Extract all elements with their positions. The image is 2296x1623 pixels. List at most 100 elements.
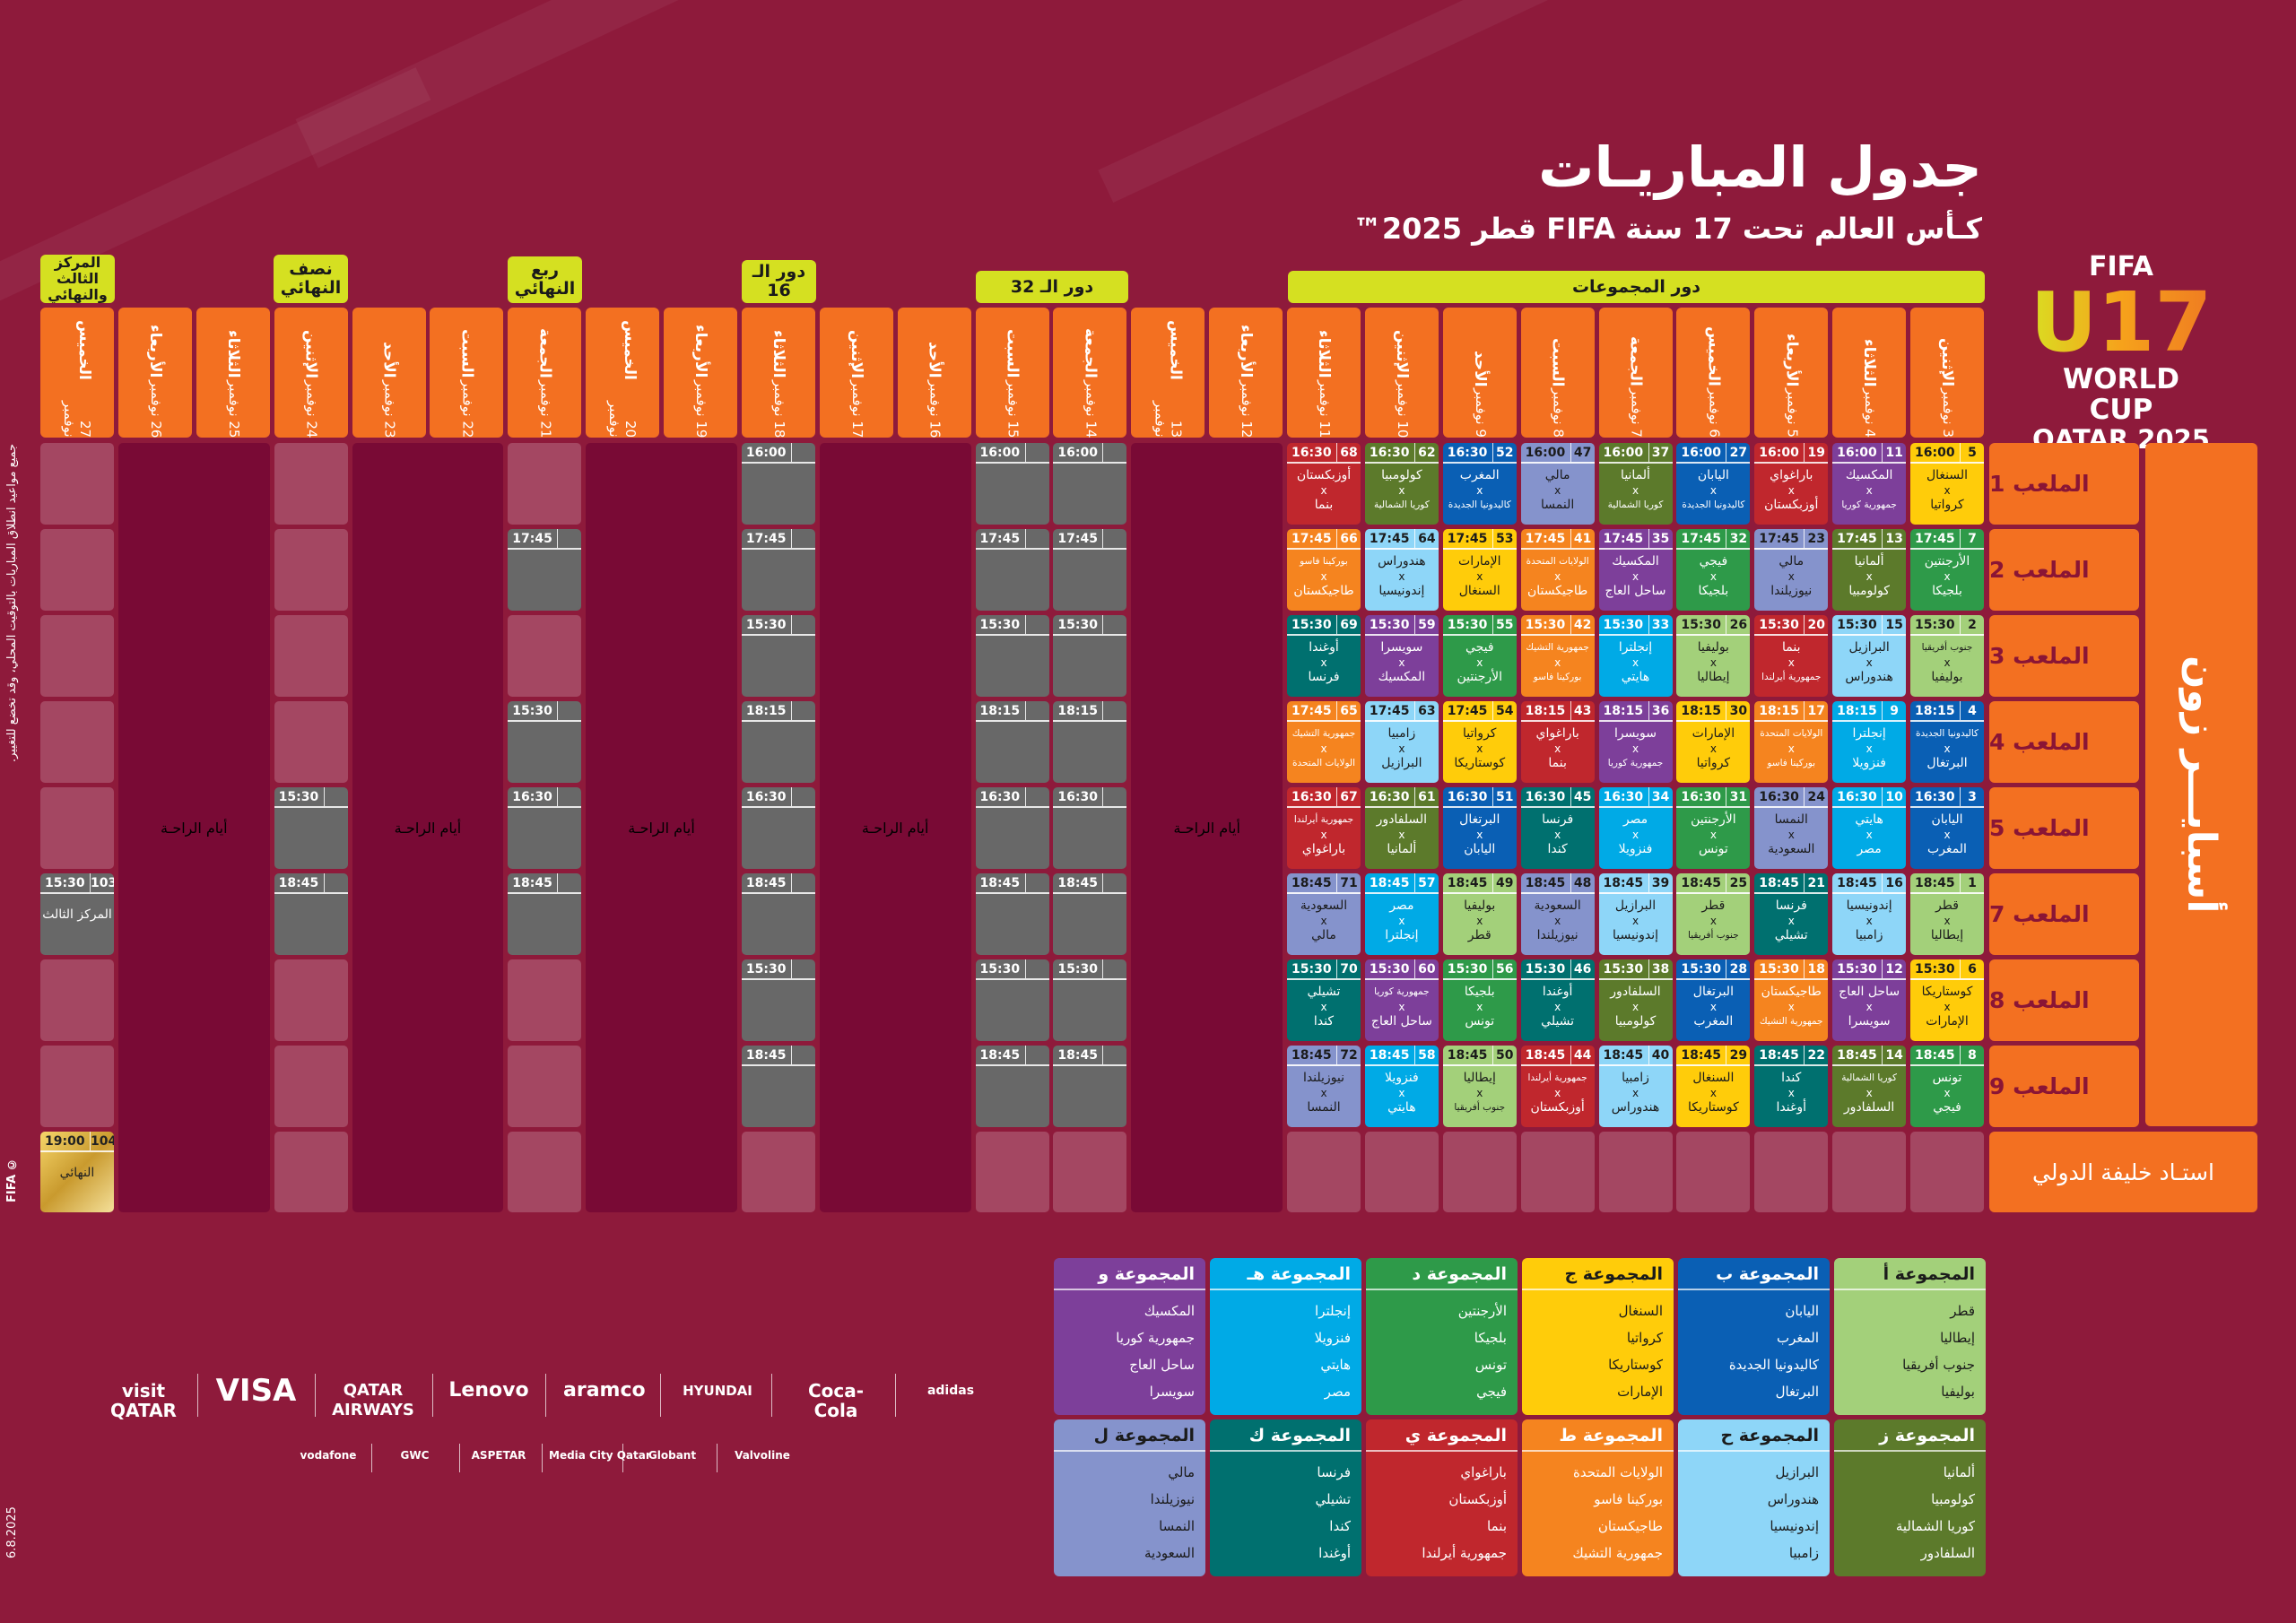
match-card[interactable]: 18:45 29 السنغال x كوستاريكا [1676,1046,1751,1127]
knockout-match-card[interactable]: 16:00 [741,443,815,525]
match-card[interactable]: 18:15 17 الولايات المتحدة x بوركينا فاسو [1754,701,1829,783]
knockout-match-card[interactable]: 15:30 [508,701,582,783]
knockout-match-card[interactable]: 16:00 [975,443,1049,525]
knockout-match-card[interactable]: 17:45 [741,529,815,611]
match-card[interactable]: 17:45 63 زامبيا x البرازيل [1364,701,1439,783]
match-card[interactable]: 17:45 54 كرواتيا x كوستاريكا [1442,701,1517,783]
match-card[interactable]: 18:45 44 جمهورية أيرلندا x أوزبكستان [1520,1046,1595,1127]
match-card[interactable]: 18:45 14 كوريا الشمالية x السلفادور [1832,1046,1907,1127]
match-card[interactable]: 18:15 36 سويسرا x جمهورية كوريا [1598,701,1673,783]
match-card[interactable]: 18:15 4 كاليدونيا الجديدة x البرتغال [1910,701,1984,783]
match-card[interactable]: 15:30 2 جنوب أفريقيا x بوليفيا [1910,615,1984,697]
match-card[interactable]: 15:30 28 البرتغال x المغرب [1676,959,1751,1041]
match-card[interactable]: 18:45 22 كندا x أوغندا [1754,1046,1829,1127]
match-card[interactable]: 17:45 32 فيجي x بلجيكا [1676,529,1751,611]
match-card[interactable]: 16:30 51 البرتغال x اليابان [1442,787,1517,869]
knockout-match-card[interactable]: 18:45 [741,1046,815,1127]
match-card[interactable]: 15:30 59 سويسرا x المكسيك [1364,615,1439,697]
match-card[interactable]: 16:30 67 جمهورية أيرلندا x باراغواي [1287,787,1361,869]
match-card[interactable]: 15:30 20 بنما x جمهورية أيرلندا [1754,615,1829,697]
match-card[interactable]: 17:45 53 الإمارات x السنغال [1442,529,1517,611]
match-card[interactable]: 17:45 41 الولايات المتحدة x طاجيكستان [1520,529,1595,611]
match-card[interactable]: 17:45 23 مالي x نيوزيلندا [1754,529,1829,611]
match-card[interactable]: 16:30 10 هايتي x مصر [1832,787,1907,869]
match-card[interactable]: 18:15 43 باراغواي x بنما [1520,701,1595,783]
knockout-match-card[interactable]: 18:15 [741,701,815,783]
match-card[interactable]: 18:15 9 إنجلترا x فنزويلا [1832,701,1907,783]
knockout-match-card[interactable]: 15:30 [1053,615,1127,697]
match-card[interactable]: 15:30 42 جمهورية التشيك x بوركينا فاسو [1520,615,1595,697]
match-card[interactable]: 16:30 45 فرنسا x كندا [1520,787,1595,869]
match-card[interactable]: 16:00 47 مالي x النمسا [1520,443,1595,525]
match-card[interactable]: 18:45 21 فرنسا x تشيلي [1754,873,1829,955]
knockout-match-card[interactable]: 15:30 103 المركز الثالث [40,873,114,955]
knockout-match-card[interactable]: 18:45 [741,873,815,955]
match-card[interactable]: 17:45 64 هندوراس x إندونيسيا [1364,529,1439,611]
match-card[interactable]: 16:30 34 مصر x فنزويلا [1598,787,1673,869]
knockout-match-card[interactable]: 18:45 [1053,873,1127,955]
knockout-match-card[interactable]: 18:15 [1053,701,1127,783]
match-card[interactable]: 16:30 68 أوزبكستان x بنما [1287,443,1361,525]
match-card[interactable]: 16:30 3 اليابان x المغرب [1910,787,1984,869]
match-card[interactable]: 16:00 37 ألمانيا x كوريا الشمالية [1598,443,1673,525]
match-card[interactable]: 17:45 66 بوركينا فاسو x طاجيكستان [1287,529,1361,611]
knockout-match-card[interactable]: 18:45 [274,873,348,955]
match-card[interactable]: 18:45 71 السعودية x مالي [1287,873,1361,955]
match-card[interactable]: 15:30 15 البرازيل x هندوراس [1832,615,1907,697]
knockout-match-card[interactable]: 16:30 [1053,787,1127,869]
knockout-match-card[interactable]: 15:30 [975,615,1049,697]
knockout-match-card[interactable]: 18:45 [1053,1046,1127,1127]
match-card[interactable]: 17:45 35 المكسيك x ساحل العاج [1598,529,1673,611]
knockout-match-card[interactable]: 15:30 [274,787,348,869]
knockout-match-card[interactable]: 15:30 [1053,959,1127,1041]
knockout-match-card[interactable]: 18:45 [975,1046,1049,1127]
match-card[interactable]: 15:30 12 ساحل العاج x سويسرا [1832,959,1907,1041]
match-card[interactable]: 16:00 11 المكسيك x جمهورية كوريا [1832,443,1907,525]
match-card[interactable]: 18:45 16 إندونيسيا x زامبيا [1832,873,1907,955]
match-card[interactable]: 18:45 50 إيطاليا x جنوب أفريقيا [1442,1046,1517,1127]
knockout-match-card[interactable]: 15:30 [975,959,1049,1041]
match-card[interactable]: 18:45 1 قطر x إيطاليا [1910,873,1984,955]
knockout-match-card[interactable]: 15:30 [741,615,815,697]
knockout-match-card[interactable]: 16:30 [741,787,815,869]
match-card[interactable]: 15:30 26 بوليفيا x إيطاليا [1676,615,1751,697]
match-card[interactable]: 17:45 65 جمهورية التشيك x الولايات المتحدة [1287,701,1361,783]
match-card[interactable]: 17:45 13 ألمانيا x كولومبيا [1832,529,1907,611]
match-card[interactable]: 16:30 61 السلفادور x ألمانيا [1364,787,1439,869]
knockout-match-card[interactable]: 18:15 [975,701,1049,783]
knockout-match-card[interactable]: 18:45 [508,873,582,955]
knockout-match-card[interactable]: 15:30 [741,959,815,1041]
match-card[interactable]: 18:15 30 الإمارات x كرواتيا [1676,701,1751,783]
knockout-match-card[interactable]: 16:00 [1053,443,1127,525]
match-card[interactable]: 15:30 38 السلفادور x كولومبيا [1598,959,1673,1041]
match-card[interactable]: 16:00 27 اليابان x كاليدونيا الجديدة [1676,443,1751,525]
match-card[interactable]: 15:30 56 بلجيكا x تونس [1442,959,1517,1041]
match-card[interactable]: 15:30 69 أوغندا x فرنسا [1287,615,1361,697]
match-card[interactable]: 18:45 58 فنزويلا x هايتي [1364,1046,1439,1127]
match-card[interactable]: 18:45 40 زامبيا x هندوراس [1598,1046,1673,1127]
match-card[interactable]: 18:45 25 قطر x جنوب أفريقيا [1676,873,1751,955]
knockout-match-card[interactable]: 16:30 [508,787,582,869]
match-card[interactable]: 16:30 62 كولومبيا x كوريا الشمالية [1364,443,1439,525]
match-card[interactable]: 18:45 48 السعودية x نيوزيلندا [1520,873,1595,955]
knockout-match-card[interactable]: 17:45 [508,529,582,611]
match-card[interactable]: 18:45 57 مصر x إنجلترا [1364,873,1439,955]
match-card[interactable]: 15:30 46 أوغندا x تشيلي [1520,959,1595,1041]
match-card[interactable]: 17:45 7 الأرجنتين x بلجيكا [1910,529,1984,611]
match-card[interactable]: 15:30 6 كوستاريكا x الإمارات [1910,959,1984,1041]
knockout-match-card[interactable]: 16:30 [975,787,1049,869]
match-card[interactable]: 15:30 70 تشيلي x كندا [1287,959,1361,1041]
match-card[interactable]: 18:45 72 نيوزيلندا x النمسا [1287,1046,1361,1127]
match-card[interactable]: 18:45 49 بوليفيا x قطر [1442,873,1517,955]
match-card[interactable]: 15:30 18 طاجيكستان x جمهورية التشيك [1754,959,1829,1041]
match-card[interactable]: 15:30 55 فيجي x الأرجنتين [1442,615,1517,697]
knockout-match-card[interactable]: 19:00 104 النهائي [40,1132,114,1212]
knockout-match-card[interactable]: 17:45 [975,529,1049,611]
match-card[interactable]: 16:00 19 باراغواي x أوزبكستان [1754,443,1829,525]
match-card[interactable]: 18:45 39 البرازيل x إندونيسيا [1598,873,1673,955]
match-card[interactable]: 16:30 24 النمسا x السعودية [1754,787,1829,869]
match-card[interactable]: 15:30 60 جمهورية كوريا x ساحل العاج [1364,959,1439,1041]
knockout-match-card[interactable]: 18:45 [975,873,1049,955]
match-card[interactable]: 18:45 8 تونس x فيجي [1910,1046,1984,1127]
match-card[interactable]: 15:30 33 إنجلترا x هايتي [1598,615,1673,697]
